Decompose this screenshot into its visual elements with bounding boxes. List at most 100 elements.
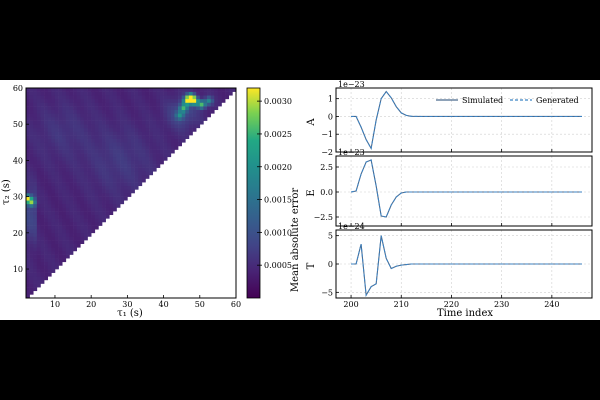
heatmap-cell — [47, 250, 52, 255]
heatmap-cell — [40, 160, 45, 165]
heatmap-cell — [33, 145, 38, 150]
heatmap-cell — [156, 88, 161, 92]
heatmap-y-tick-label: 60 — [13, 84, 23, 93]
heatmap-cell — [116, 142, 121, 147]
heatmap-cell — [178, 102, 182, 107]
heatmap-cell — [131, 127, 135, 132]
heatmap-cell — [181, 131, 186, 136]
heatmap-cell — [62, 236, 67, 241]
heatmap-cell — [62, 106, 67, 111]
heatmap-cell — [80, 116, 85, 121]
heatmap-cell — [181, 138, 186, 143]
heatmap-cell — [116, 98, 121, 103]
heatmap-cell — [178, 106, 182, 111]
heatmap-cell — [44, 276, 49, 281]
heatmap-cell — [65, 131, 70, 136]
heatmap-cell — [120, 178, 125, 183]
heatmap-cell — [26, 243, 30, 248]
heatmap-cell — [33, 287, 38, 292]
heatmap-cell — [141, 135, 146, 139]
heatmap-cell — [102, 116, 106, 121]
heatmap-cell — [174, 124, 179, 129]
heatmap-x-label: τ₁ (s) — [117, 308, 143, 319]
heatmap-cell — [87, 109, 92, 114]
heatmap-cell — [51, 88, 56, 92]
heatmap-cell — [112, 160, 117, 165]
heatmap-cell — [109, 189, 114, 194]
heatmap-cell — [149, 131, 154, 136]
heatmap-cell — [138, 174, 143, 179]
heatmap-cell — [221, 91, 226, 96]
heatmap-cell — [174, 120, 179, 125]
heatmap-cell — [163, 88, 168, 92]
legend-simulated-label: Simulated — [462, 96, 503, 105]
heatmap-cell — [33, 91, 38, 96]
heatmap-cell — [51, 156, 56, 161]
heatmap-cell — [207, 109, 211, 114]
heatmap-cell — [36, 127, 41, 132]
heatmap-cell — [181, 124, 186, 129]
heatmap-cell — [102, 124, 106, 129]
heatmap-cell — [44, 185, 49, 190]
heatmap-cell — [174, 91, 179, 96]
heatmap-cell — [105, 178, 110, 183]
heatmap-cell — [131, 91, 135, 96]
heatmap-cell — [210, 95, 215, 100]
heatmap-cell — [102, 167, 106, 172]
heatmap-cell — [29, 269, 34, 273]
heatmap-cell — [138, 113, 143, 118]
heatmap-cell — [207, 91, 211, 96]
heatmap-cell — [170, 120, 175, 125]
heatmap-cell — [109, 131, 114, 136]
heatmap-cell — [40, 261, 45, 266]
panel-frame — [335, 87, 593, 153]
heatmap-cell — [47, 171, 52, 176]
heatmap-cell — [134, 153, 139, 158]
heatmap-cell — [69, 160, 74, 165]
heatmap-cell — [47, 95, 52, 100]
heatmap-cell — [123, 120, 128, 125]
heatmap-cell — [163, 98, 168, 103]
heatmap-cell — [73, 131, 77, 136]
heatmap-cell — [54, 196, 59, 201]
heatmap-cell — [217, 88, 222, 92]
heatmap-cell — [54, 131, 59, 136]
heatmap-cell — [62, 232, 67, 237]
heatmap-cell — [47, 182, 52, 187]
heatmap-cell — [94, 153, 99, 158]
heatmap-cell — [91, 171, 96, 176]
heatmap-cell — [102, 171, 106, 176]
heatmap-cell — [33, 207, 38, 212]
heatmap-cell — [109, 153, 114, 158]
heatmap-cell — [116, 91, 121, 96]
heatmap-cell — [120, 88, 125, 92]
heatmap-cell — [170, 95, 175, 100]
heatmap-cell — [76, 207, 81, 212]
heatmap-cell — [105, 214, 110, 219]
heatmap-cell — [65, 182, 70, 187]
heatmap-cell — [33, 214, 38, 219]
heatmap-cell — [159, 160, 164, 165]
heatmap-cell — [192, 88, 197, 92]
heatmap-cell — [123, 182, 128, 187]
heatmap-cell — [152, 116, 157, 121]
heatmap-cell — [203, 98, 208, 103]
heatmap-cell — [170, 98, 175, 103]
heatmap-cell — [120, 171, 125, 176]
heatmap-cell — [159, 88, 164, 92]
heatmap-cell — [54, 95, 59, 100]
heatmap-cell — [47, 98, 52, 103]
heatmap-cell — [116, 149, 121, 154]
heatmap-cell — [112, 207, 117, 212]
heatmap-cell — [112, 113, 117, 118]
heatmap-cell — [76, 232, 81, 237]
heatmap-cell — [29, 218, 34, 223]
heatmap-cell — [199, 120, 204, 125]
heatmap-cell — [149, 127, 154, 132]
heatmap-cell — [105, 207, 110, 212]
heatmap-cell — [44, 131, 49, 136]
heatmap-cell — [105, 142, 110, 147]
heatmap-cell — [91, 124, 96, 129]
heatmap-cell — [73, 138, 77, 143]
